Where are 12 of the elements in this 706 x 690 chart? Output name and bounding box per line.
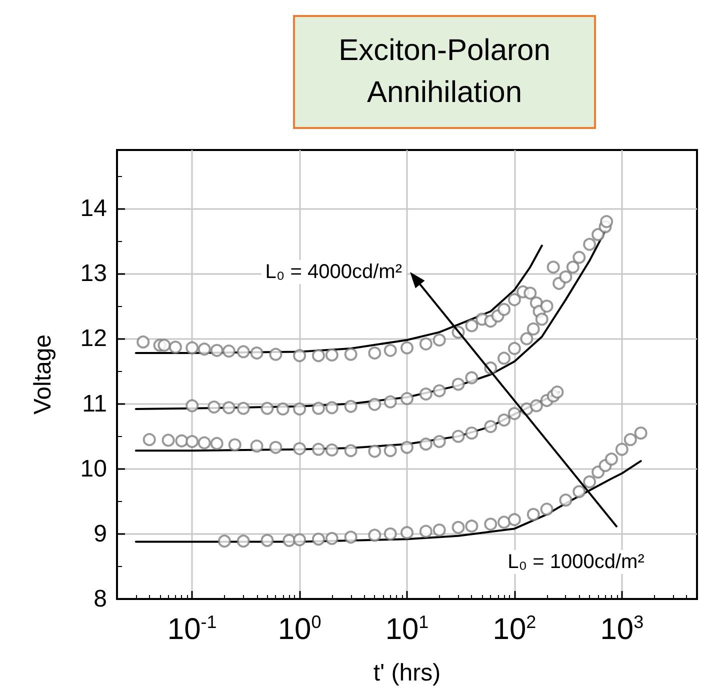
y-axis-title: Voltage (30, 334, 56, 415)
y-tick-label: 8 (94, 586, 107, 612)
y-tick-label: 10 (80, 455, 107, 482)
annotation: L₀ = 1000cd/m² (508, 551, 645, 573)
chart-title: Exciton-Polaron Annihilation (293, 15, 596, 129)
y-tick-label: 13 (80, 260, 107, 288)
y-tick-label: 9 (94, 520, 107, 548)
y-tick-label: 11 (82, 390, 107, 418)
y-tick-label: 12 (80, 325, 107, 352)
y-tick-label: 14 (80, 195, 107, 222)
x-axis-title: t' (hrs) (373, 660, 441, 686)
annotation: L₀ = 4000cd/m² (265, 261, 402, 283)
